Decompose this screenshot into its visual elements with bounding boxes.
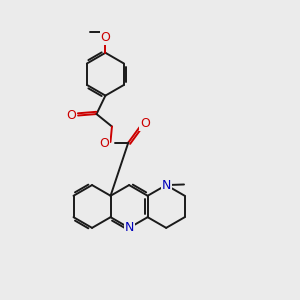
Text: O: O <box>140 117 150 130</box>
Text: O: O <box>100 32 110 44</box>
Text: O: O <box>100 137 110 150</box>
Text: N: N <box>161 178 171 192</box>
Text: O: O <box>67 109 76 122</box>
Text: N: N <box>124 221 134 234</box>
